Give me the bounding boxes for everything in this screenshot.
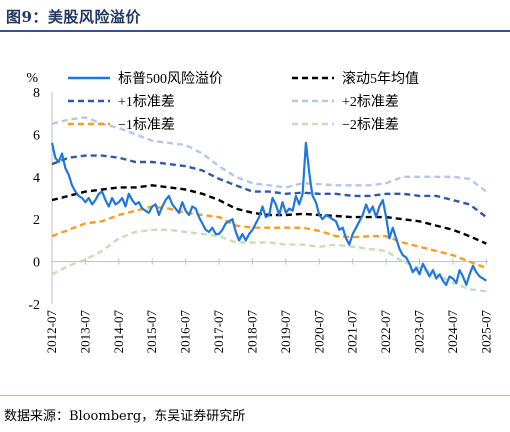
- y-tick-label: 8: [33, 86, 40, 101]
- legend-label: 标普500风险溢价: [118, 71, 223, 87]
- x-tick-label: 2014-07: [111, 310, 126, 354]
- x-tick-label: 2018-07: [244, 310, 259, 354]
- x-tick-label: 2020-07: [311, 310, 326, 354]
- figure-header: 图9：美股风险溢价: [0, 0, 510, 34]
- y-tick-label: 0: [33, 256, 40, 271]
- series-line-5: [51, 228, 487, 293]
- y-axis-ticks: -2 0 2 4 6 8: [28, 86, 40, 313]
- legend-label: −2标准差: [342, 117, 399, 133]
- legend-label: +1标准差: [118, 94, 175, 110]
- y-tick-label: 6: [33, 128, 40, 143]
- legend-label: +2标准差: [342, 94, 399, 110]
- x-tick-label: 2019-07: [278, 310, 293, 354]
- x-tick-label: 2013-07: [77, 310, 92, 354]
- series-line-3: [51, 116, 488, 193]
- risk-premium-chart: -2 0 2 4 6 8 2012-07 2013-07 2014-07 2015-07 2016…: [26, 70, 493, 354]
- x-axis-ticks: 2012-07 2013-07 2014-07 2015-07 2016-07 2017-…: [44, 258, 493, 354]
- x-tick-label: 2023-07: [412, 310, 427, 354]
- series-line-0: [50, 141, 487, 286]
- plot-grid: [51, 92, 488, 304]
- x-tick-label: 2025-07: [478, 310, 493, 354]
- x-tick-label: 2024-07: [445, 310, 460, 354]
- figure-title: 图9：美股风险溢价: [6, 8, 141, 26]
- y-axis-unit-label: %: [26, 71, 38, 86]
- series-line-2: [51, 154, 488, 219]
- x-tick-label: 2017-07: [211, 310, 226, 354]
- x-tick-label: 2016-07: [178, 310, 193, 354]
- x-tick-label: 2021-07: [345, 310, 360, 354]
- legend-label: −1标准差: [118, 117, 175, 133]
- x-tick-label: 2015-07: [144, 310, 159, 354]
- footer-rule: [0, 395, 510, 396]
- chart-legend: 标普500风险溢价 滚动5年均值 +1标准差 +2标准差 −1标准差 −2标准差: [68, 70, 419, 133]
- x-tick-label: 2012-07: [44, 310, 59, 354]
- legend-label: 滚动5年均值: [342, 70, 419, 87]
- y-tick-label: 2: [33, 213, 40, 228]
- y-tick-label: 4: [33, 171, 40, 186]
- figure-footer: 数据来源：Bloomberg，东吴证券研究所: [0, 395, 510, 432]
- x-tick-label: 2022-07: [378, 310, 393, 354]
- source-note: 数据来源：Bloomberg，东吴证券研究所: [4, 409, 246, 424]
- y-tick-label: -2: [28, 298, 40, 313]
- series-line-4: [51, 205, 487, 270]
- series-lines: [50, 116, 488, 293]
- header-rule: [0, 30, 510, 32]
